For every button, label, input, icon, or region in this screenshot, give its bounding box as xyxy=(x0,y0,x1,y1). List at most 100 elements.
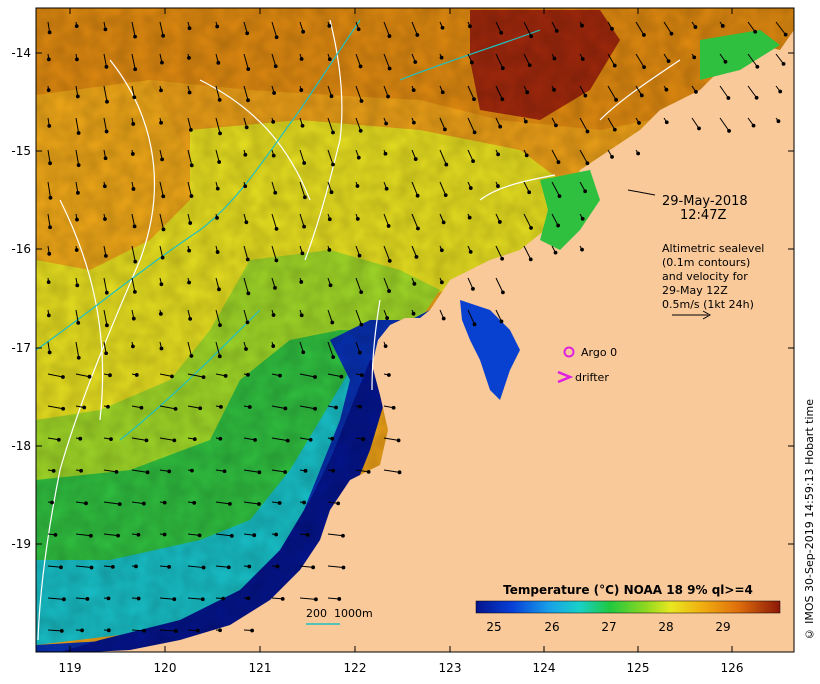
lat-tick-label: -17 xyxy=(11,341,31,355)
velocity-arrow-head xyxy=(219,132,222,135)
velocity-arrow-head xyxy=(131,153,134,156)
velocity-arrow-head xyxy=(77,321,80,324)
velocity-arrow-head xyxy=(670,32,673,35)
velocity-arrow-head xyxy=(413,282,416,285)
velocity-arrow-head xyxy=(107,629,110,632)
velocity-arrow-head xyxy=(388,259,391,262)
velocity-arrow-head xyxy=(49,162,52,165)
velocity-arrow-head xyxy=(384,152,387,155)
colorbar-title: Temperature (°C) NOAA 18 9% ql>=4 xyxy=(503,583,753,597)
lon-tick-label: 119 xyxy=(59,661,82,675)
velocity-arrow-head xyxy=(218,355,221,358)
velocity-arrow-head xyxy=(198,534,201,537)
velocity-arrow-head xyxy=(244,185,247,188)
velocity-arrow-head xyxy=(76,284,79,287)
velocity-arrow-head xyxy=(272,345,275,348)
velocity-arrow-head xyxy=(412,89,415,92)
velocity-arrow-head xyxy=(248,406,251,409)
argo-label: Argo 0 xyxy=(581,346,617,359)
velocity-arrow-head xyxy=(497,153,500,156)
velocity-arrow-head xyxy=(142,502,145,505)
velocity-arrow-head xyxy=(728,130,731,133)
velocity-arrow-head xyxy=(530,35,533,38)
velocity-arrow-head xyxy=(440,281,443,284)
velocity-arrow-head xyxy=(251,629,254,632)
velocity-arrow-head xyxy=(160,347,163,350)
velocity-arrow-head xyxy=(779,90,782,93)
velocity-arrow-head xyxy=(384,345,387,348)
velocity-arrow-head xyxy=(643,66,646,69)
velocity-arrow-head xyxy=(412,121,415,124)
altimetry-line-4: 29-May 12Z xyxy=(662,284,728,297)
velocity-arrow-head xyxy=(303,501,306,504)
velocity-arrow-head xyxy=(342,566,345,569)
velocity-arrow-head xyxy=(220,405,223,408)
velocity-arrow-head xyxy=(611,27,614,30)
velocity-arrow-head xyxy=(557,161,560,164)
velocity-arrow-head xyxy=(60,566,63,569)
lat-tick-label: -15 xyxy=(11,144,31,158)
velocity-arrow-head xyxy=(163,533,166,536)
velocity-arrow-head xyxy=(300,58,303,61)
velocity-arrow-head xyxy=(529,258,532,261)
velocity-arrow-head xyxy=(245,126,248,129)
velocity-arrow-head xyxy=(356,185,359,188)
colorbar-tick: 28 xyxy=(658,620,673,634)
velocity-arrow-head xyxy=(47,58,50,61)
velocity-arrow-head xyxy=(219,324,222,327)
velocity-arrow-head xyxy=(362,438,365,441)
velocity-arrow-head xyxy=(75,25,78,28)
velocity-arrow-head xyxy=(558,195,561,198)
velocity-arrow-head xyxy=(174,630,177,633)
velocity-arrow-head xyxy=(245,348,248,351)
velocity-arrow-head xyxy=(584,94,587,97)
velocity-arrow-head xyxy=(273,92,276,95)
velocity-arrow-head xyxy=(105,130,108,133)
velocity-arrow-head xyxy=(275,533,278,536)
velocity-arrow-head xyxy=(473,131,476,134)
velocity-arrow-head xyxy=(77,132,80,135)
velocity-arrow-head xyxy=(359,405,362,408)
velocity-arrow-head xyxy=(133,290,136,293)
velocity-arrow-head xyxy=(315,598,318,601)
velocity-arrow-head xyxy=(524,120,527,123)
velocity-arrow-head xyxy=(188,56,191,59)
velocity-arrow-head xyxy=(160,89,163,92)
velocity-arrow-head xyxy=(111,565,114,568)
velocity-arrow-head xyxy=(693,56,696,59)
velocity-arrow-head xyxy=(499,125,502,128)
velocity-arrow-head xyxy=(342,534,345,537)
velocity-arrow-head xyxy=(52,469,55,472)
velocity-arrow-head xyxy=(695,90,698,93)
velocity-arrow-head xyxy=(314,376,317,379)
velocity-arrow-head xyxy=(440,249,443,252)
velocity-arrow-head xyxy=(752,124,755,127)
velocity-arrow-head xyxy=(146,471,149,474)
velocity-arrow-head xyxy=(85,502,88,505)
velocity-arrow-head xyxy=(444,128,447,131)
lon-tick-label: 122 xyxy=(344,661,367,675)
velocity-arrow-head xyxy=(228,502,231,505)
velocity-arrow-head xyxy=(216,187,219,190)
velocity-arrow-head xyxy=(286,439,289,442)
velocity-arrow-head xyxy=(340,375,343,378)
velocity-arrow-head xyxy=(359,65,362,68)
velocity-arrow-head xyxy=(784,33,787,36)
velocity-arrow-head xyxy=(247,292,250,295)
velocity-arrow-head xyxy=(586,130,589,133)
velocity-arrow-head xyxy=(103,185,106,188)
velocity-arrow-head xyxy=(367,470,370,473)
velocity-arrow-head xyxy=(134,35,137,38)
velocity-arrow-head xyxy=(140,406,143,409)
velocity-arrow-head xyxy=(388,35,391,38)
colorbar-tick: 27 xyxy=(601,620,616,634)
velocity-arrow-head xyxy=(328,249,331,252)
velocity-arrow-head xyxy=(245,221,248,224)
velocity-arrow-head xyxy=(302,351,305,354)
velocity-arrow-head xyxy=(473,98,476,101)
velocity-arrow-head xyxy=(278,502,281,505)
velocity-arrow-head xyxy=(47,314,50,317)
lon-tick-label: 125 xyxy=(627,661,650,675)
velocity-arrow-head xyxy=(275,227,278,230)
velocity-arrow-head xyxy=(104,255,107,258)
